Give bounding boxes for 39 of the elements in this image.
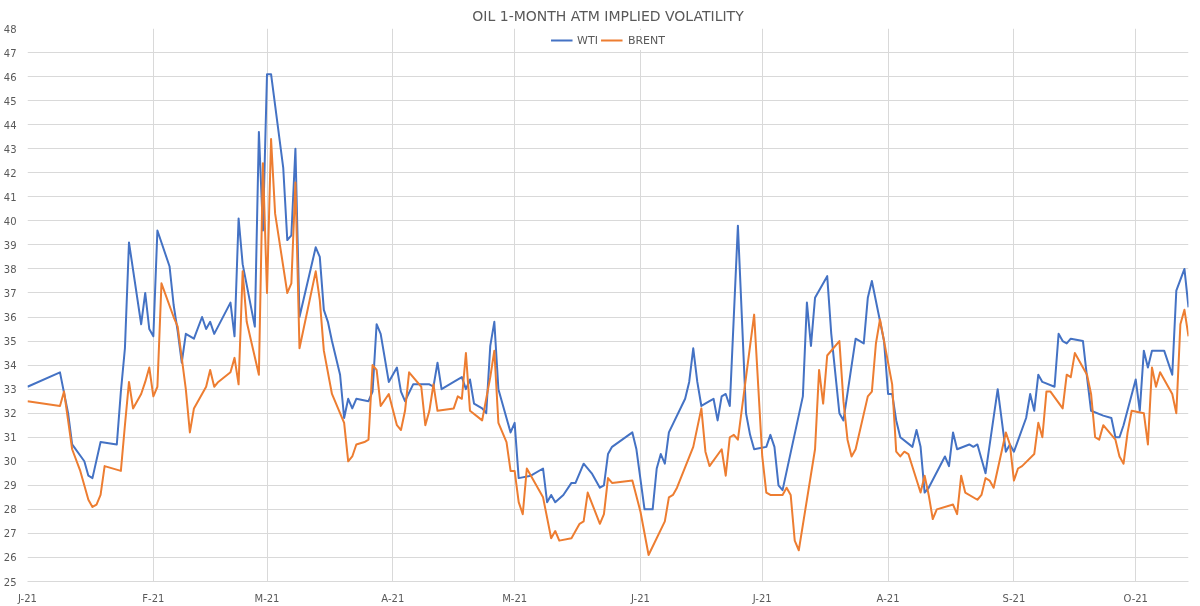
chart-title: OIL 1-MONTH ATM IMPLIED VOLATILITY	[472, 7, 745, 24]
x-tick-label: J-21	[751, 592, 772, 604]
y-tick-label: 33	[3, 384, 17, 396]
y-tick-label: 37	[3, 287, 17, 299]
y-tick-label: 28	[3, 504, 17, 516]
x-tick-label: M-21	[254, 592, 280, 604]
y-tick-label: 39	[3, 239, 17, 251]
x-tick-label: M-21	[502, 592, 528, 604]
y-tick-label: 40	[3, 215, 17, 227]
legend-label: BRENT	[627, 33, 665, 47]
y-tick-label: 26	[3, 552, 17, 564]
y-tick-label: 45	[3, 95, 17, 107]
y-tick-label: 38	[3, 263, 17, 275]
x-tick-label: S-21	[1002, 592, 1026, 604]
x-tick-label: O-21	[1123, 592, 1148, 604]
y-tick-label: 35	[3, 336, 17, 348]
y-tick-label: 31	[3, 432, 17, 444]
y-tick-label: 46	[3, 71, 17, 83]
y-tick-label: 32	[3, 408, 17, 420]
line-series	[27, 73, 1189, 511]
x-tick-label: A-21	[876, 592, 900, 604]
x-tick-label: J-21	[630, 592, 650, 604]
y-tick-label: 42	[3, 167, 17, 179]
y-tick-label: 30	[3, 456, 17, 468]
y-tick-label: 44	[3, 119, 17, 131]
y-tick-label: 47	[3, 47, 17, 59]
x-tick-label: J-21	[17, 592, 37, 604]
y-tick-label: 27	[3, 528, 17, 540]
line-series	[27, 138, 1189, 557]
y-tick-label: 41	[3, 191, 17, 203]
y-tick-label: 29	[3, 480, 17, 492]
y-tick-label: 36	[3, 312, 17, 324]
x-tick-label: F-21	[142, 592, 165, 604]
y-tick-label: 48	[3, 23, 17, 35]
x-tick-label: A-21	[381, 592, 405, 604]
legend-label: WTI	[577, 33, 598, 47]
y-tick-label: 43	[3, 143, 17, 155]
y-tick-label: 34	[3, 360, 17, 372]
y-tick-label: 25	[3, 576, 17, 588]
